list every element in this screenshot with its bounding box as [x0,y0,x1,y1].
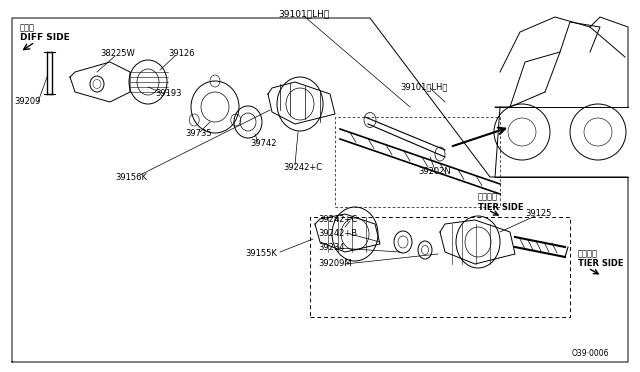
Text: デフ側: デフ側 [20,23,35,32]
Text: 39242+C: 39242+C [283,163,322,171]
Text: 39742: 39742 [250,140,276,148]
Text: 39125: 39125 [525,209,552,218]
Text: 39242+C: 39242+C [318,215,357,224]
Text: 39101（LH）: 39101（LH） [400,83,447,92]
Text: TIER SIDE: TIER SIDE [478,202,524,212]
Text: 39101（LH）: 39101（LH） [278,10,329,19]
Text: 39155K: 39155K [245,250,277,259]
Text: Ο39·0006: Ο39·0006 [572,350,609,359]
Text: 39156K: 39156K [115,173,147,182]
Text: タイヤ側: タイヤ側 [478,192,498,202]
Text: 39735: 39735 [185,129,212,138]
Text: TIER SIDE: TIER SIDE [578,260,623,269]
Text: DIFF SIDE: DIFF SIDE [20,33,70,42]
Text: 39193: 39193 [155,90,182,99]
Text: 39202N: 39202N [418,167,451,176]
Text: 39242+B: 39242+B [318,230,357,238]
Text: タイヤ側: タイヤ側 [578,250,598,259]
Text: 38225W: 38225W [100,49,135,58]
Text: 39234: 39234 [318,244,344,253]
Text: 39209: 39209 [14,97,40,106]
Text: 39209M: 39209M [318,260,351,269]
Text: 39126: 39126 [168,49,195,58]
